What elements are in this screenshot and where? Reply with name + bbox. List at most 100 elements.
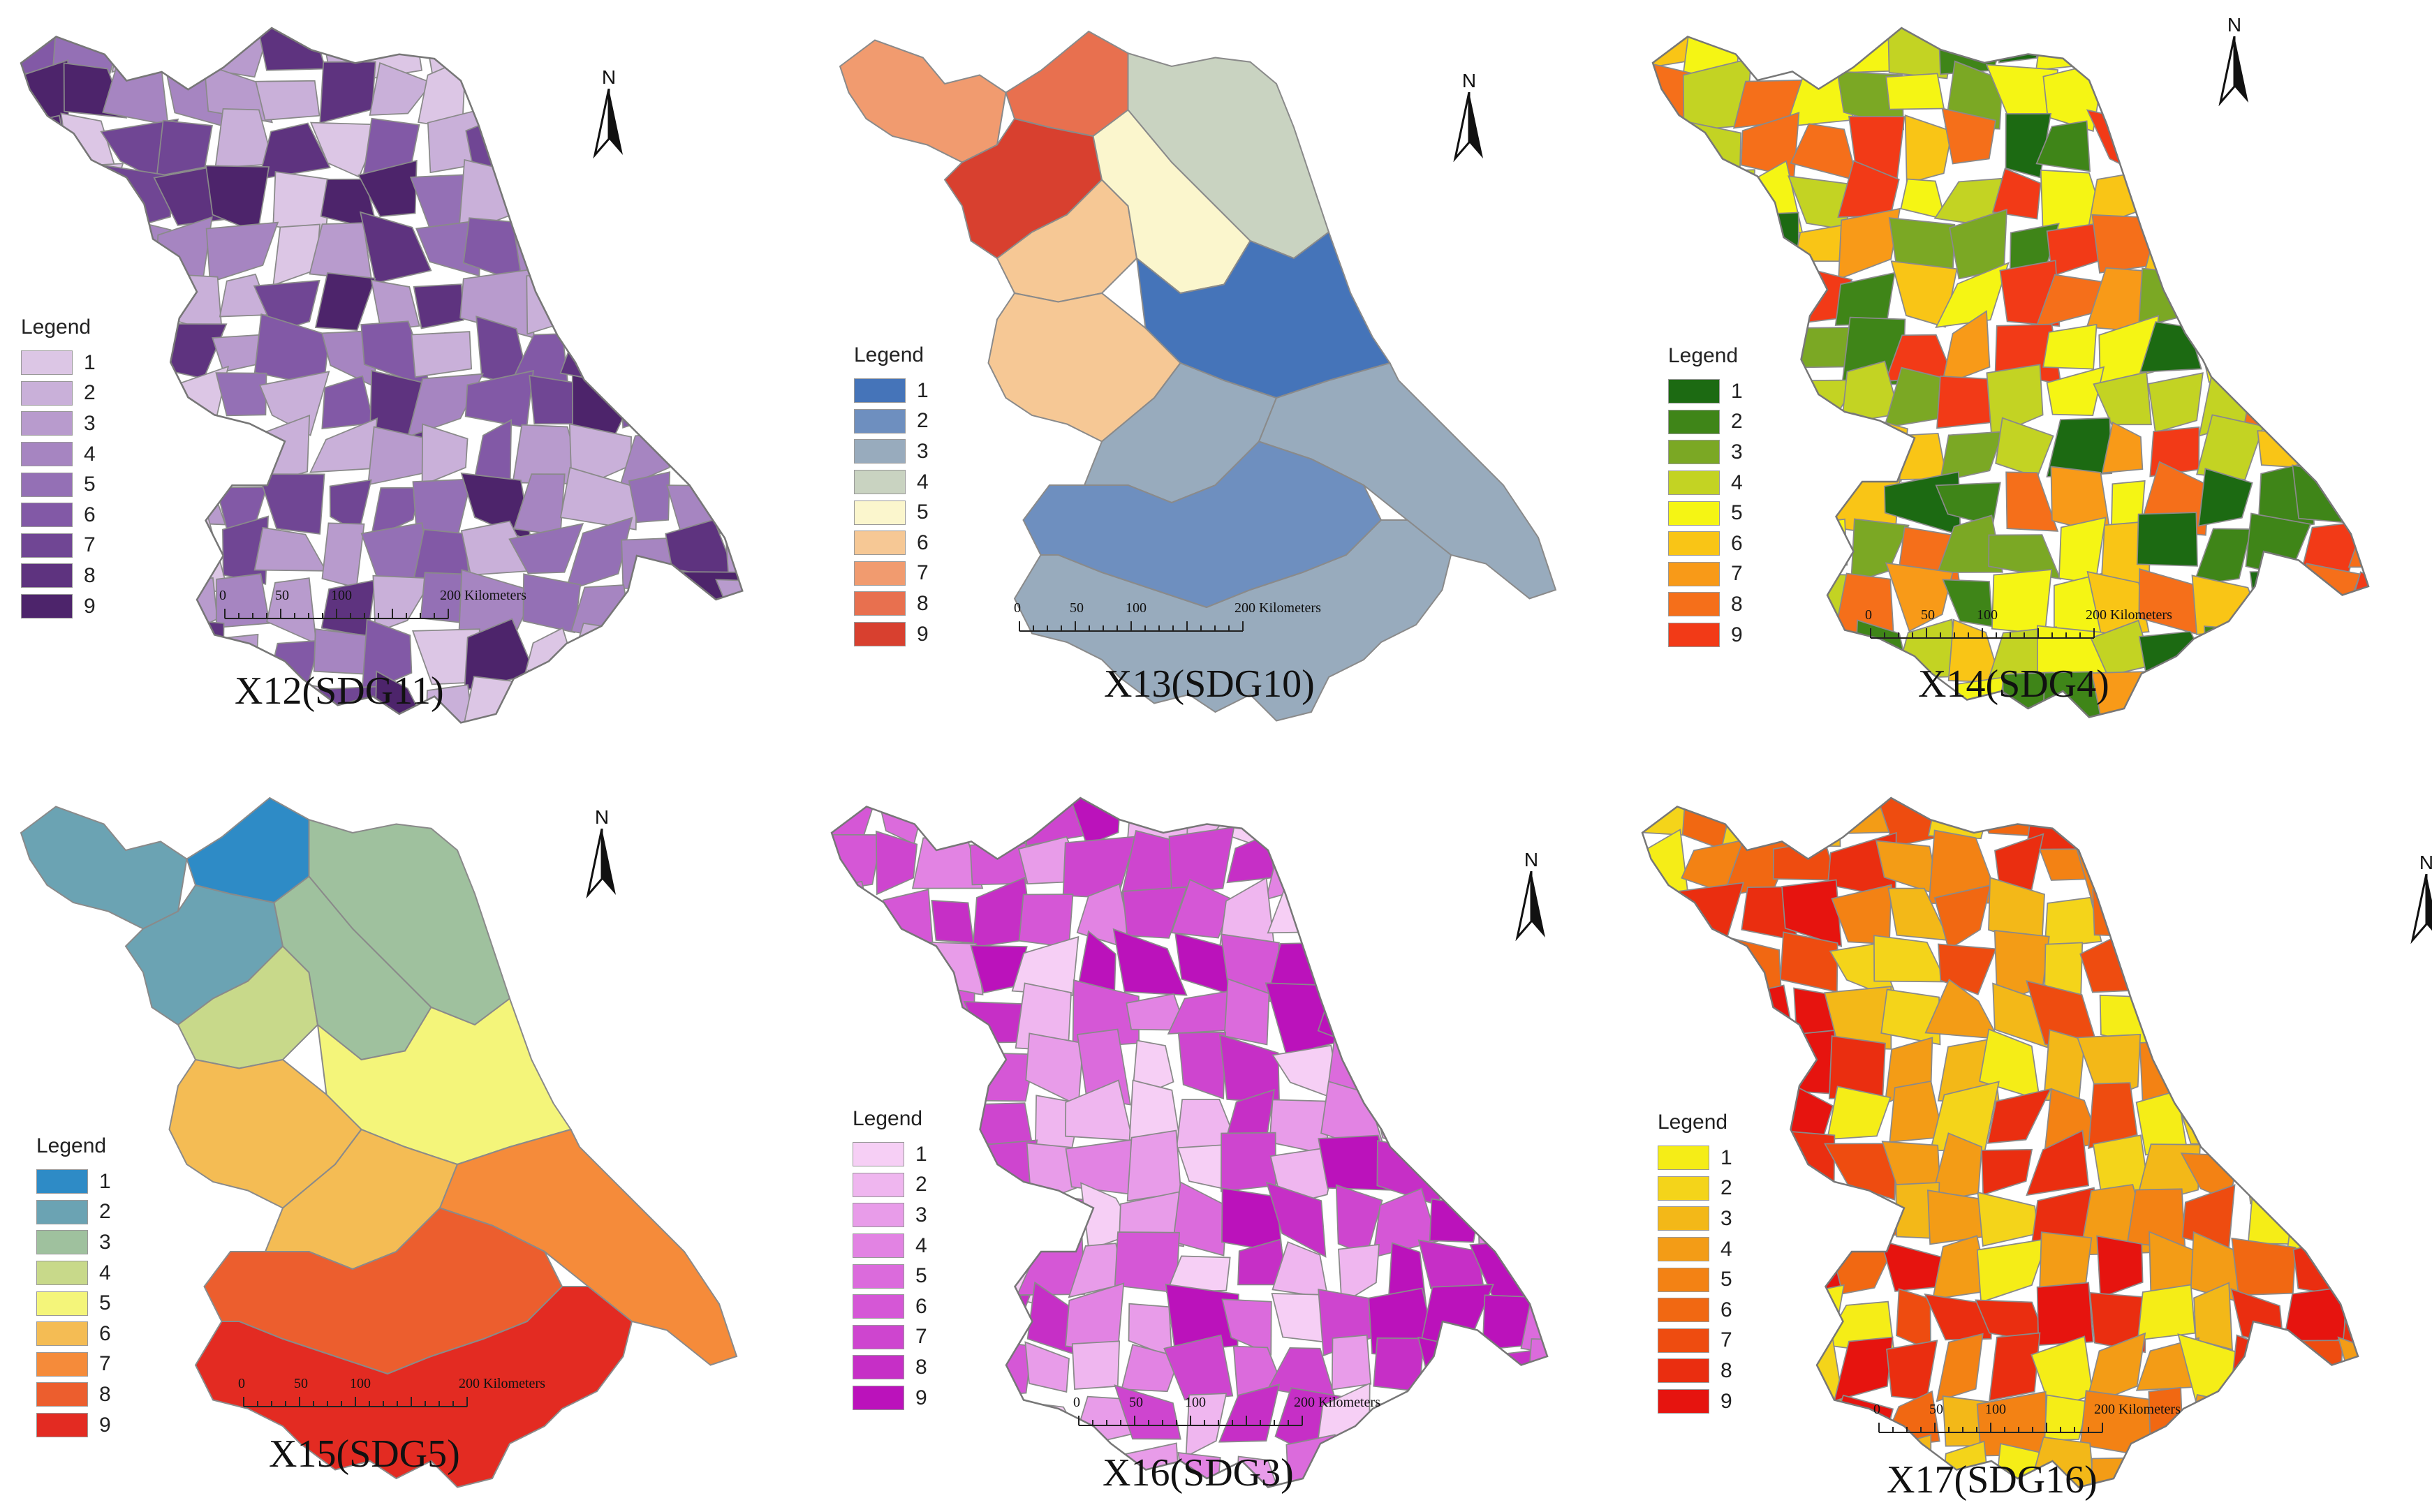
- legend-swatch: [36, 1351, 88, 1377]
- legend-swatch: [1668, 470, 1720, 496]
- county-region: [258, 473, 325, 535]
- legend-label: 6: [915, 1294, 927, 1318]
- legend-swatch: [1658, 1389, 1709, 1414]
- county-region: [1841, 665, 1901, 718]
- county-region: [1772, 1235, 1850, 1295]
- scale-tick-label: 100: [331, 588, 352, 603]
- legend-swatch: [1668, 592, 1720, 617]
- county-region: [2236, 1394, 2285, 1457]
- legend-swatch: [1668, 531, 1720, 556]
- county-region: [2297, 1080, 2345, 1146]
- county-region: [927, 1137, 989, 1201]
- county-region: [1746, 28, 1804, 70]
- county-region: [1028, 1483, 1072, 1488]
- county-region: [2296, 665, 2359, 718]
- legend-item: 3: [1658, 1203, 1732, 1234]
- county-region: [914, 798, 978, 838]
- county-region: [1833, 1442, 1889, 1488]
- county-region: [2247, 1180, 2304, 1245]
- legend-swatch: [854, 378, 906, 403]
- legend-label: 7: [1731, 562, 1743, 586]
- county-region: [624, 670, 681, 723]
- county-region: [716, 670, 743, 723]
- county-region: [2107, 62, 2144, 124]
- county-region: [2197, 468, 2253, 527]
- county-region: [2046, 366, 2105, 417]
- county-region: [1519, 1435, 1547, 1488]
- county-region: [1746, 267, 1801, 316]
- county-region: [1425, 1091, 1490, 1146]
- county-region: [1382, 1043, 1443, 1102]
- county-region: [1789, 327, 1852, 369]
- county-region: [314, 272, 376, 331]
- county-region: [832, 1452, 887, 1488]
- county-region: [1473, 798, 1541, 851]
- county-region: [1066, 798, 1123, 846]
- county-region: [2306, 364, 2364, 437]
- county-region: [510, 110, 586, 184]
- county-region: [1124, 1497, 1175, 1512]
- legend: Legend 1 2 3 4 5 6 7 8 9: [1658, 1111, 1732, 1416]
- county-region: [964, 1201, 1024, 1258]
- north-arrow-icon: N: [2405, 852, 2432, 944]
- county-region: [661, 281, 737, 335]
- county-region: [2348, 376, 2368, 436]
- county-region: [1475, 1393, 1529, 1453]
- county-region: [1331, 1334, 1372, 1391]
- legend-item: 4: [1668, 468, 1743, 498]
- county-region: [2340, 1435, 2358, 1488]
- county-region: [1781, 1130, 1836, 1193]
- county-region: [931, 900, 975, 944]
- county-region: [1904, 114, 1953, 184]
- county-region: [2292, 464, 2353, 524]
- county-region: [612, 221, 687, 280]
- county-region: [2283, 883, 2345, 948]
- county-region: [1642, 798, 1691, 836]
- county-region: [962, 1399, 1026, 1457]
- legend-item: 2: [21, 378, 96, 409]
- county-region: [629, 28, 678, 82]
- county-region: [359, 211, 432, 284]
- legend-item: 4: [854, 467, 929, 498]
- county-region: [1897, 725, 1943, 756]
- legend-swatch: [1658, 1176, 1709, 1201]
- county-region: [1121, 1344, 1181, 1393]
- legend-label: 8: [1720, 1358, 1732, 1382]
- county-region: [1781, 879, 1843, 947]
- county-region: [1726, 1342, 1788, 1405]
- north-label: N: [2419, 852, 2432, 873]
- county-region: [1642, 927, 1696, 999]
- legend-swatch: [854, 500, 906, 525]
- legend-label: 7: [1720, 1328, 1732, 1352]
- legend-item: 9: [21, 591, 96, 622]
- county-region: [621, 161, 684, 222]
- legend-swatch: [36, 1321, 88, 1347]
- legend-label: 3: [84, 411, 96, 435]
- county-region: [2086, 570, 2150, 637]
- county-region: [2336, 933, 2358, 987]
- county-region: [2136, 512, 2198, 567]
- county-region: [963, 798, 1026, 848]
- county-region: [421, 423, 469, 487]
- legend-label: 9: [917, 622, 929, 646]
- legend-swatch: [21, 472, 73, 497]
- county-region: [2130, 880, 2204, 953]
- county-region: [680, 415, 737, 487]
- county-region: [2042, 725, 2102, 756]
- county-region: [1367, 828, 1429, 890]
- legend-swatch: [854, 470, 906, 495]
- county-region: [205, 221, 279, 283]
- county-region: [1803, 713, 1853, 718]
- county-region: [21, 214, 52, 287]
- county-region: [2193, 720, 2262, 756]
- legend-item: 8: [36, 1379, 111, 1410]
- county-region: [1779, 931, 1838, 993]
- county-region: [1785, 414, 1846, 482]
- legend-swatch: [36, 1230, 88, 1255]
- legend-label: 7: [917, 561, 929, 585]
- scale-tick-label: 0: [1865, 607, 1872, 623]
- county-region: [1935, 262, 2010, 328]
- county-region: [2229, 1334, 2293, 1401]
- county-region: [1218, 1384, 1281, 1443]
- county-region: [561, 622, 636, 695]
